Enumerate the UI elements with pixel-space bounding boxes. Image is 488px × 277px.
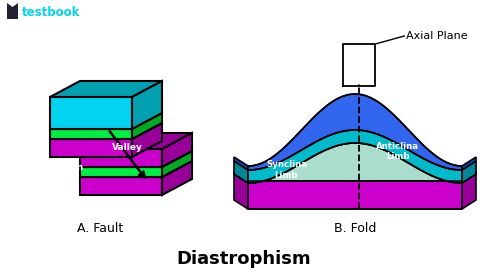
Polygon shape — [50, 97, 132, 129]
Polygon shape — [462, 157, 476, 170]
Polygon shape — [50, 129, 132, 139]
Polygon shape — [7, 3, 18, 19]
Polygon shape — [132, 113, 162, 139]
Polygon shape — [234, 172, 248, 183]
Polygon shape — [80, 149, 162, 167]
Polygon shape — [462, 161, 476, 183]
Polygon shape — [50, 81, 162, 97]
Polygon shape — [132, 123, 162, 157]
Polygon shape — [80, 151, 192, 167]
Polygon shape — [80, 177, 162, 195]
Text: Mountain: Mountain — [35, 163, 83, 171]
Polygon shape — [50, 123, 162, 139]
Polygon shape — [234, 161, 248, 183]
Polygon shape — [248, 181, 462, 209]
Text: Anticlina
Limb: Anticlina Limb — [376, 142, 419, 161]
Polygon shape — [462, 172, 476, 209]
Polygon shape — [462, 172, 476, 183]
Polygon shape — [80, 161, 192, 177]
Polygon shape — [162, 161, 192, 195]
Text: B. Fold: B. Fold — [334, 222, 376, 235]
Text: testbook: testbook — [22, 6, 81, 19]
Polygon shape — [248, 143, 462, 183]
Polygon shape — [80, 167, 162, 177]
Polygon shape — [132, 81, 162, 129]
Polygon shape — [234, 157, 248, 170]
Polygon shape — [248, 130, 462, 183]
Text: Axial Plane: Axial Plane — [407, 31, 468, 41]
Polygon shape — [162, 151, 192, 177]
Text: A. Fault: A. Fault — [77, 222, 123, 235]
Text: Synclina
Limb: Synclina Limb — [266, 160, 307, 180]
Text: Diastrophism: Diastrophism — [177, 250, 311, 268]
Polygon shape — [248, 94, 462, 170]
Polygon shape — [162, 133, 192, 167]
Text: Valley: Valley — [112, 142, 143, 152]
Polygon shape — [80, 133, 192, 149]
Polygon shape — [234, 172, 248, 209]
Polygon shape — [50, 139, 132, 157]
Polygon shape — [50, 113, 162, 129]
